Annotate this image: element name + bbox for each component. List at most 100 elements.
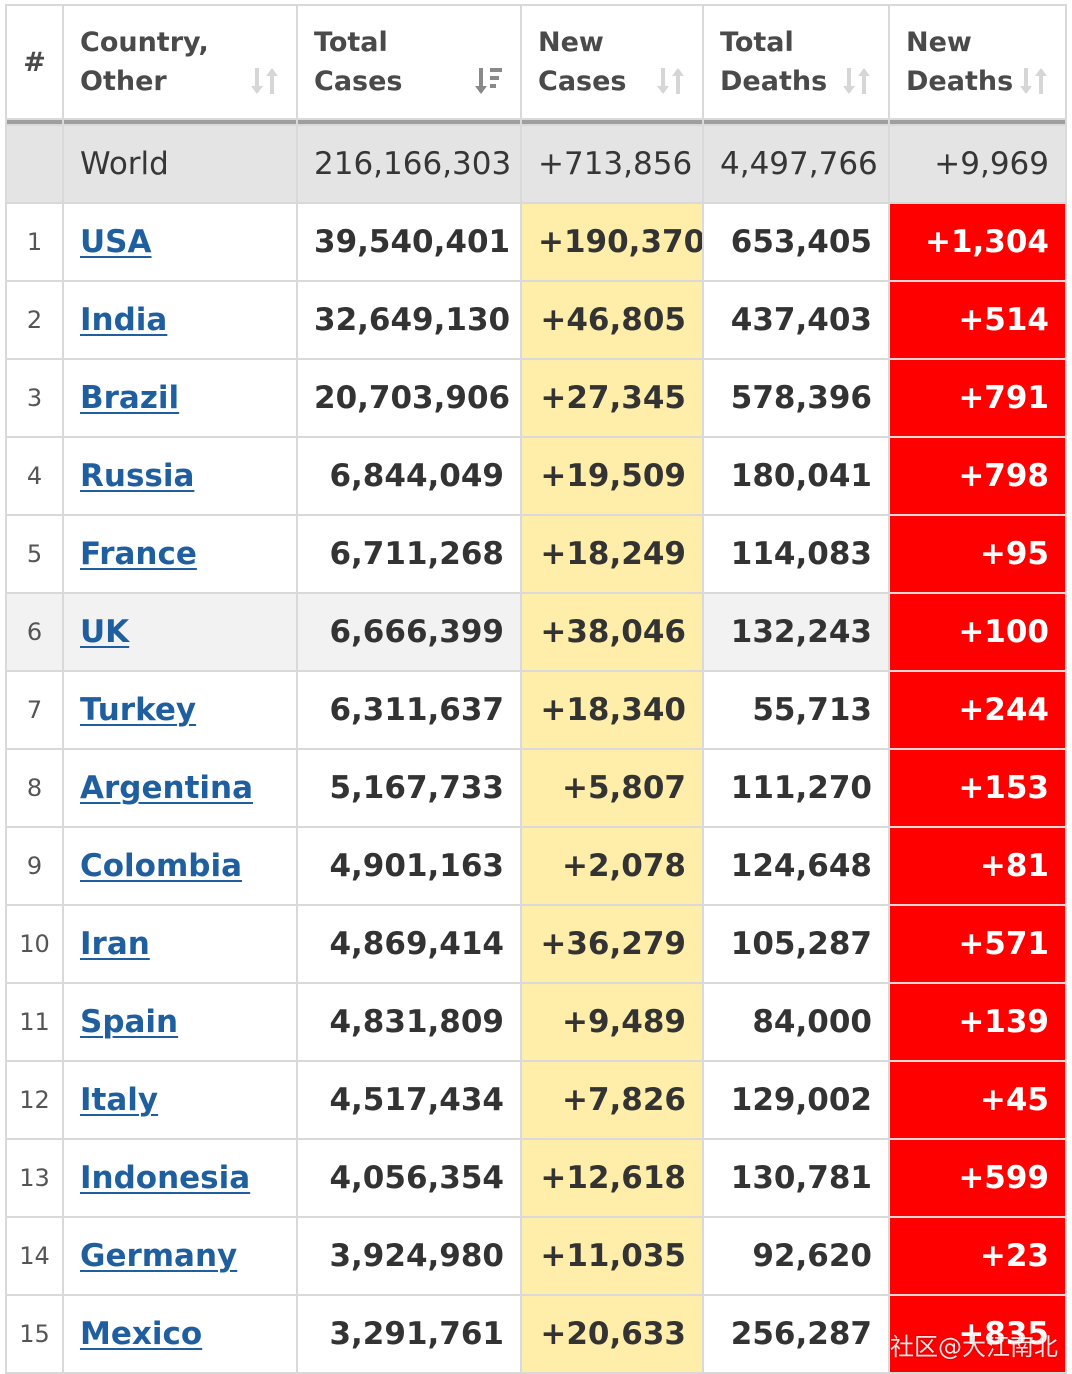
country-link[interactable]: Iran — [80, 926, 150, 962]
total-cases-cell: 6,311,637 — [296, 670, 522, 750]
table-row: 6 UK 6,666,399 +38,046 132,243 +100 — [5, 592, 1067, 672]
total-deaths-cell: 124,648 — [702, 826, 890, 906]
row-rank: 15 — [5, 1294, 64, 1374]
header-rank: # — [5, 4, 64, 120]
new-cases-cell: +19,509 — [520, 436, 704, 516]
total-deaths-cell: 653,405 — [702, 202, 890, 282]
header-new-deaths-label: New Deaths — [906, 27, 1014, 97]
row-rank: 11 — [5, 982, 64, 1062]
country-cell: USA — [62, 202, 298, 282]
row-rank: 2 — [5, 280, 64, 360]
row-rank: 4 — [5, 436, 64, 516]
total-deaths-cell: 437,403 — [702, 280, 890, 360]
country-link[interactable]: Brazil — [80, 380, 180, 416]
country-link[interactable]: Colombia — [80, 848, 243, 884]
new-cases-cell: +11,035 — [520, 1216, 704, 1296]
country-cell: Argentina — [62, 748, 298, 828]
sort-updown-icon[interactable] — [842, 64, 872, 98]
country-link[interactable]: Italy — [80, 1082, 159, 1118]
total-deaths-cell: 84,000 — [702, 982, 890, 1062]
table-body: World 216,166,303 +713,856 4,497,766 +9,… — [5, 124, 1067, 1374]
total-cases-cell: 6,711,268 — [296, 514, 522, 594]
total-cases-cell: 5,167,733 — [296, 748, 522, 828]
country-cell: Indonesia — [62, 1138, 298, 1218]
country-link[interactable]: Mexico — [80, 1316, 203, 1352]
new-cases-cell: +20,633 — [520, 1294, 704, 1374]
country-link[interactable]: Germany — [80, 1238, 238, 1274]
world-total-cases: 216,166,303 — [296, 124, 522, 204]
header-total-cases[interactable]: Total Cases — [296, 4, 522, 120]
country-link[interactable]: USA — [80, 224, 152, 260]
country-link[interactable]: Indonesia — [80, 1160, 251, 1196]
total-cases-cell: 6,844,049 — [296, 436, 522, 516]
country-link[interactable]: UK — [80, 614, 130, 650]
total-deaths-cell: 180,041 — [702, 436, 890, 516]
total-cases-cell: 4,056,354 — [296, 1138, 522, 1218]
new-deaths-cell: +791 — [888, 358, 1067, 438]
row-rank: 6 — [5, 592, 64, 672]
table-row: 4 Russia 6,844,049 +19,509 180,041 +798 — [5, 436, 1067, 516]
new-deaths-cell: +835 — [888, 1294, 1067, 1374]
country-link[interactable]: Argentina — [80, 770, 253, 806]
new-deaths-cell: +100 — [888, 592, 1067, 672]
total-cases-cell: 39,540,401 — [296, 202, 522, 282]
total-cases-cell: 32,649,130 — [296, 280, 522, 360]
row-rank: 14 — [5, 1216, 64, 1296]
total-deaths-cell: 92,620 — [702, 1216, 890, 1296]
row-rank: 13 — [5, 1138, 64, 1218]
new-deaths-cell: +23 — [888, 1216, 1067, 1296]
table-row: 3 Brazil 20,703,906 +27,345 578,396 +791 — [5, 358, 1067, 438]
header-new-deaths[interactable]: New Deaths — [888, 4, 1067, 120]
country-cell: France — [62, 514, 298, 594]
table-header-row: # Country, Other Total Cases New Cases — [5, 4, 1067, 120]
world-rank — [5, 124, 64, 204]
country-cell: Germany — [62, 1216, 298, 1296]
table-row: 12 Italy 4,517,434 +7,826 129,002 +45 — [5, 1060, 1067, 1140]
country-cell: Russia — [62, 436, 298, 516]
header-divider — [5, 119, 1067, 125]
table-row: 13 Indonesia 4,056,354 +12,618 130,781 +599 — [5, 1138, 1067, 1218]
new-deaths-cell: +153 — [888, 748, 1067, 828]
world-new-cases: +713,856 — [520, 124, 704, 204]
country-cell: India — [62, 280, 298, 360]
country-cell: Brazil — [62, 358, 298, 438]
header-total-deaths[interactable]: Total Deaths — [702, 4, 890, 120]
table-row: 10 Iran 4,869,414 +36,279 105,287 +571 — [5, 904, 1067, 984]
new-deaths-cell: +45 — [888, 1060, 1067, 1140]
total-cases-cell: 6,666,399 — [296, 592, 522, 672]
total-deaths-cell: 130,781 — [702, 1138, 890, 1218]
table-row: 14 Germany 3,924,980 +11,035 92,620 +23 — [5, 1216, 1067, 1296]
world-new-deaths: +9,969 — [888, 124, 1067, 204]
table-row: 2 India 32,649,130 +46,805 437,403 +514 — [5, 280, 1067, 360]
country-link[interactable]: India — [80, 302, 168, 338]
sort-updown-icon[interactable] — [250, 64, 280, 98]
header-new-cases[interactable]: New Cases — [520, 4, 704, 120]
row-rank: 5 — [5, 514, 64, 594]
country-link[interactable]: Turkey — [80, 692, 197, 728]
country-link[interactable]: Russia — [80, 458, 195, 494]
total-cases-cell: 3,291,761 — [296, 1294, 522, 1374]
header-country[interactable]: Country, Other — [62, 4, 298, 120]
row-rank: 7 — [5, 670, 64, 750]
new-cases-cell: +46,805 — [520, 280, 704, 360]
country-cell: Iran — [62, 904, 298, 984]
sort-updown-icon[interactable] — [1019, 64, 1049, 98]
country-cell: Spain — [62, 982, 298, 1062]
new-deaths-cell: +95 — [888, 514, 1067, 594]
country-link[interactable]: Spain — [80, 1004, 179, 1040]
total-deaths-cell: 256,287 — [702, 1294, 890, 1374]
total-cases-cell: 20,703,906 — [296, 358, 522, 438]
country-cell: Italy — [62, 1060, 298, 1140]
table-row: 9 Colombia 4,901,163 +2,078 124,648 +81 — [5, 826, 1067, 906]
sort-updown-icon[interactable] — [656, 64, 686, 98]
world-total-row: World 216,166,303 +713,856 4,497,766 +9,… — [5, 124, 1067, 204]
covid-cases-table: # Country, Other Total Cases New Cases — [5, 4, 1067, 1374]
new-cases-cell: +38,046 — [520, 592, 704, 672]
table-row: 11 Spain 4,831,809 +9,489 84,000 +139 — [5, 982, 1067, 1062]
sort-desc-active-icon[interactable] — [474, 64, 504, 98]
new-cases-cell: +5,807 — [520, 748, 704, 828]
country-link[interactable]: France — [80, 536, 197, 572]
row-rank: 10 — [5, 904, 64, 984]
total-cases-cell: 3,924,980 — [296, 1216, 522, 1296]
